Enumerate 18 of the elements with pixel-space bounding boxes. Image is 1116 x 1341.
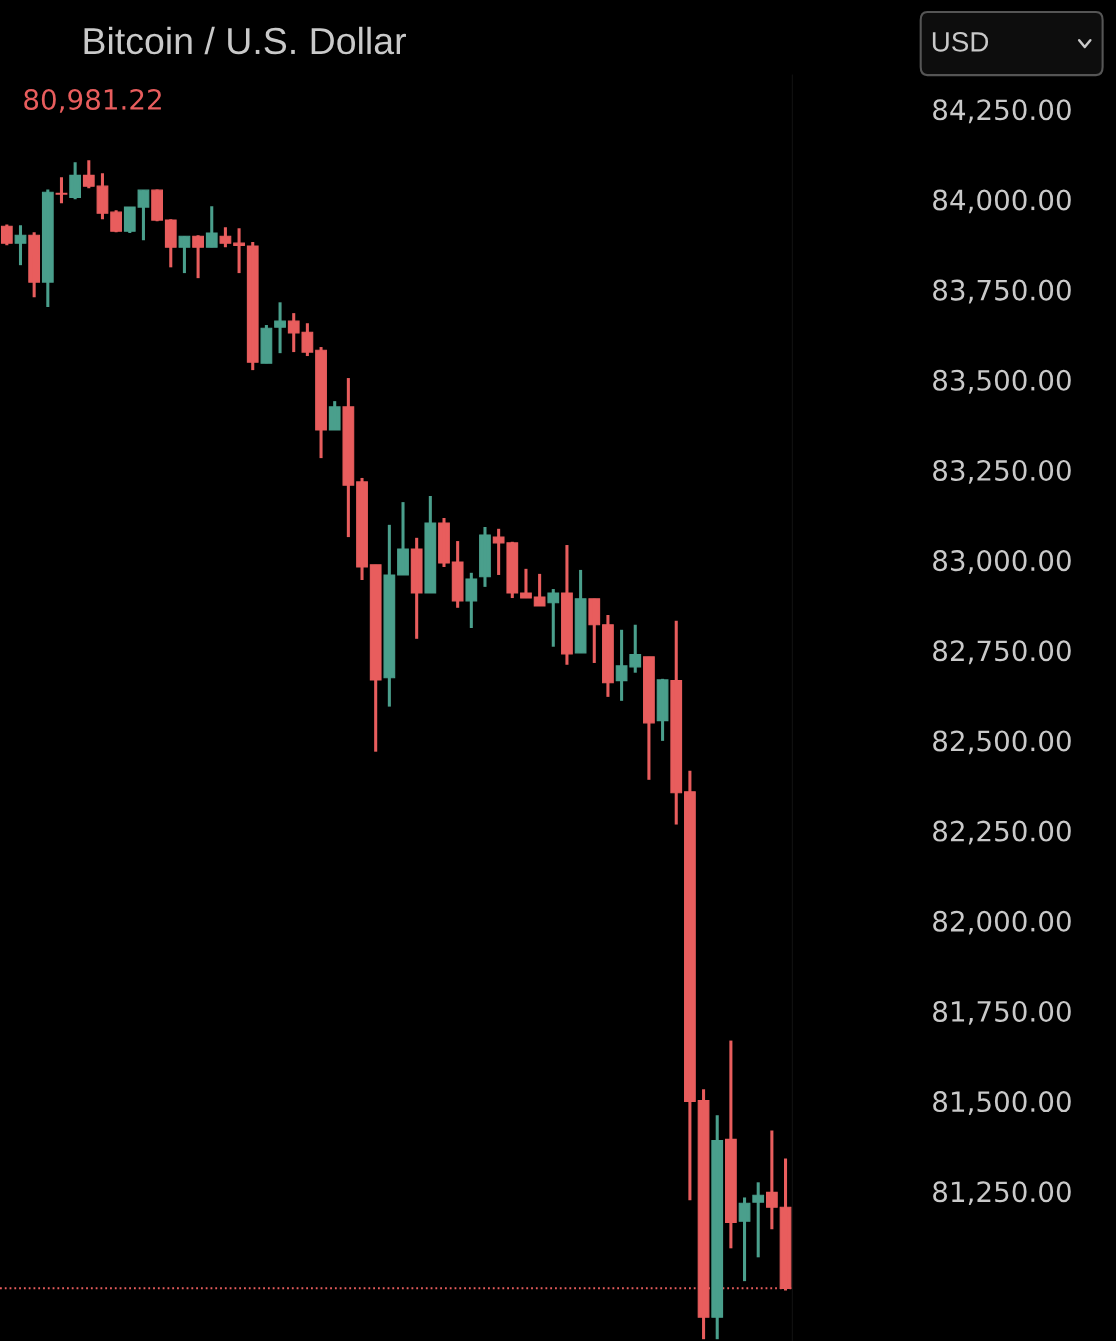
y-tick-label: 81,750.00	[933, 1000, 1071, 1025]
y-tick-label: 83,250.00	[933, 459, 1071, 484]
y-tick-label: 84,250.00	[933, 99, 1071, 124]
chart-title: Bitcoin / U.S. Dollar	[84, 26, 406, 55]
candlestick	[520, 567, 532, 599]
text: USD	[932, 32, 989, 52]
y-tick-label: 82,750.00	[933, 640, 1071, 665]
y-tick-label: 83,750.00	[933, 279, 1071, 304]
y-tick-label: 82,500.00	[933, 730, 1071, 755]
y-tick-label: 83,500.00	[933, 369, 1071, 394]
y-tick-label: 81,500.00	[933, 1091, 1071, 1115]
y-tick-label: 82,000.00	[933, 910, 1071, 935]
y-tick-label: 83,000.00	[933, 550, 1071, 574]
y-tick-label: 84,000.00	[933, 189, 1071, 214]
chart-subtitle: 80,981.22	[24, 88, 161, 113]
candlestick	[55, 177, 68, 205]
y-tick-label: 81,250.00	[933, 1181, 1071, 1206]
y-tick-label: 82,250.00	[933, 820, 1071, 845]
